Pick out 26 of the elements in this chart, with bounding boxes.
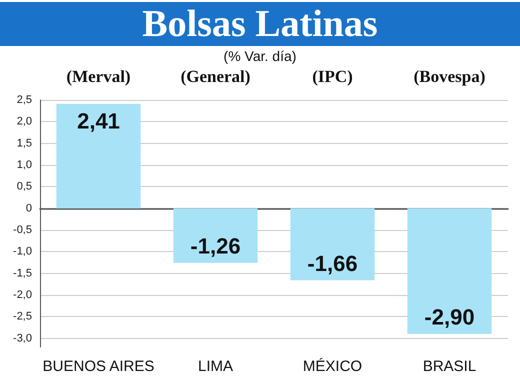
x-tick-label: LIMA [198,358,234,375]
y-tick-label: 0,5 [16,180,32,193]
y-tick-label: -2,5 [13,310,32,323]
data-label: -1,66 [307,250,358,276]
data-label: -2,90 [424,304,475,330]
y-tick-label: 2,5 [16,94,32,106]
text: (Merval) [66,67,131,86]
y-tick-label: 2,0 [16,116,32,128]
y-tick-label: -3,0 [13,332,32,344]
x-tick-label: BRASIL [422,358,476,375]
y-tick-label: 0 [26,202,32,214]
y-tick-label: 1,5 [16,137,32,150]
x-tick-label: BUENOS AIRES [42,358,154,375]
data-label: 2,41 [77,108,120,134]
data-label: -1,26 [190,233,241,258]
x-tick-label: MÉXICO [302,357,362,375]
y-tick-label: -1,5 [13,267,32,280]
text: (General) [180,67,250,86]
y-tick-label: -0,5 [13,224,32,236]
text: (Bovespa) [414,67,486,86]
chart-subtitle: (% Var. día) [222,48,298,64]
y-tick-label: -2,0 [13,289,32,301]
y-tick-label: -1,0 [13,246,32,258]
y-tick-label: 1,0 [16,159,32,171]
chart-title: Bolsas Latinas [0,2,520,46]
text: (IPC) [312,67,353,86]
